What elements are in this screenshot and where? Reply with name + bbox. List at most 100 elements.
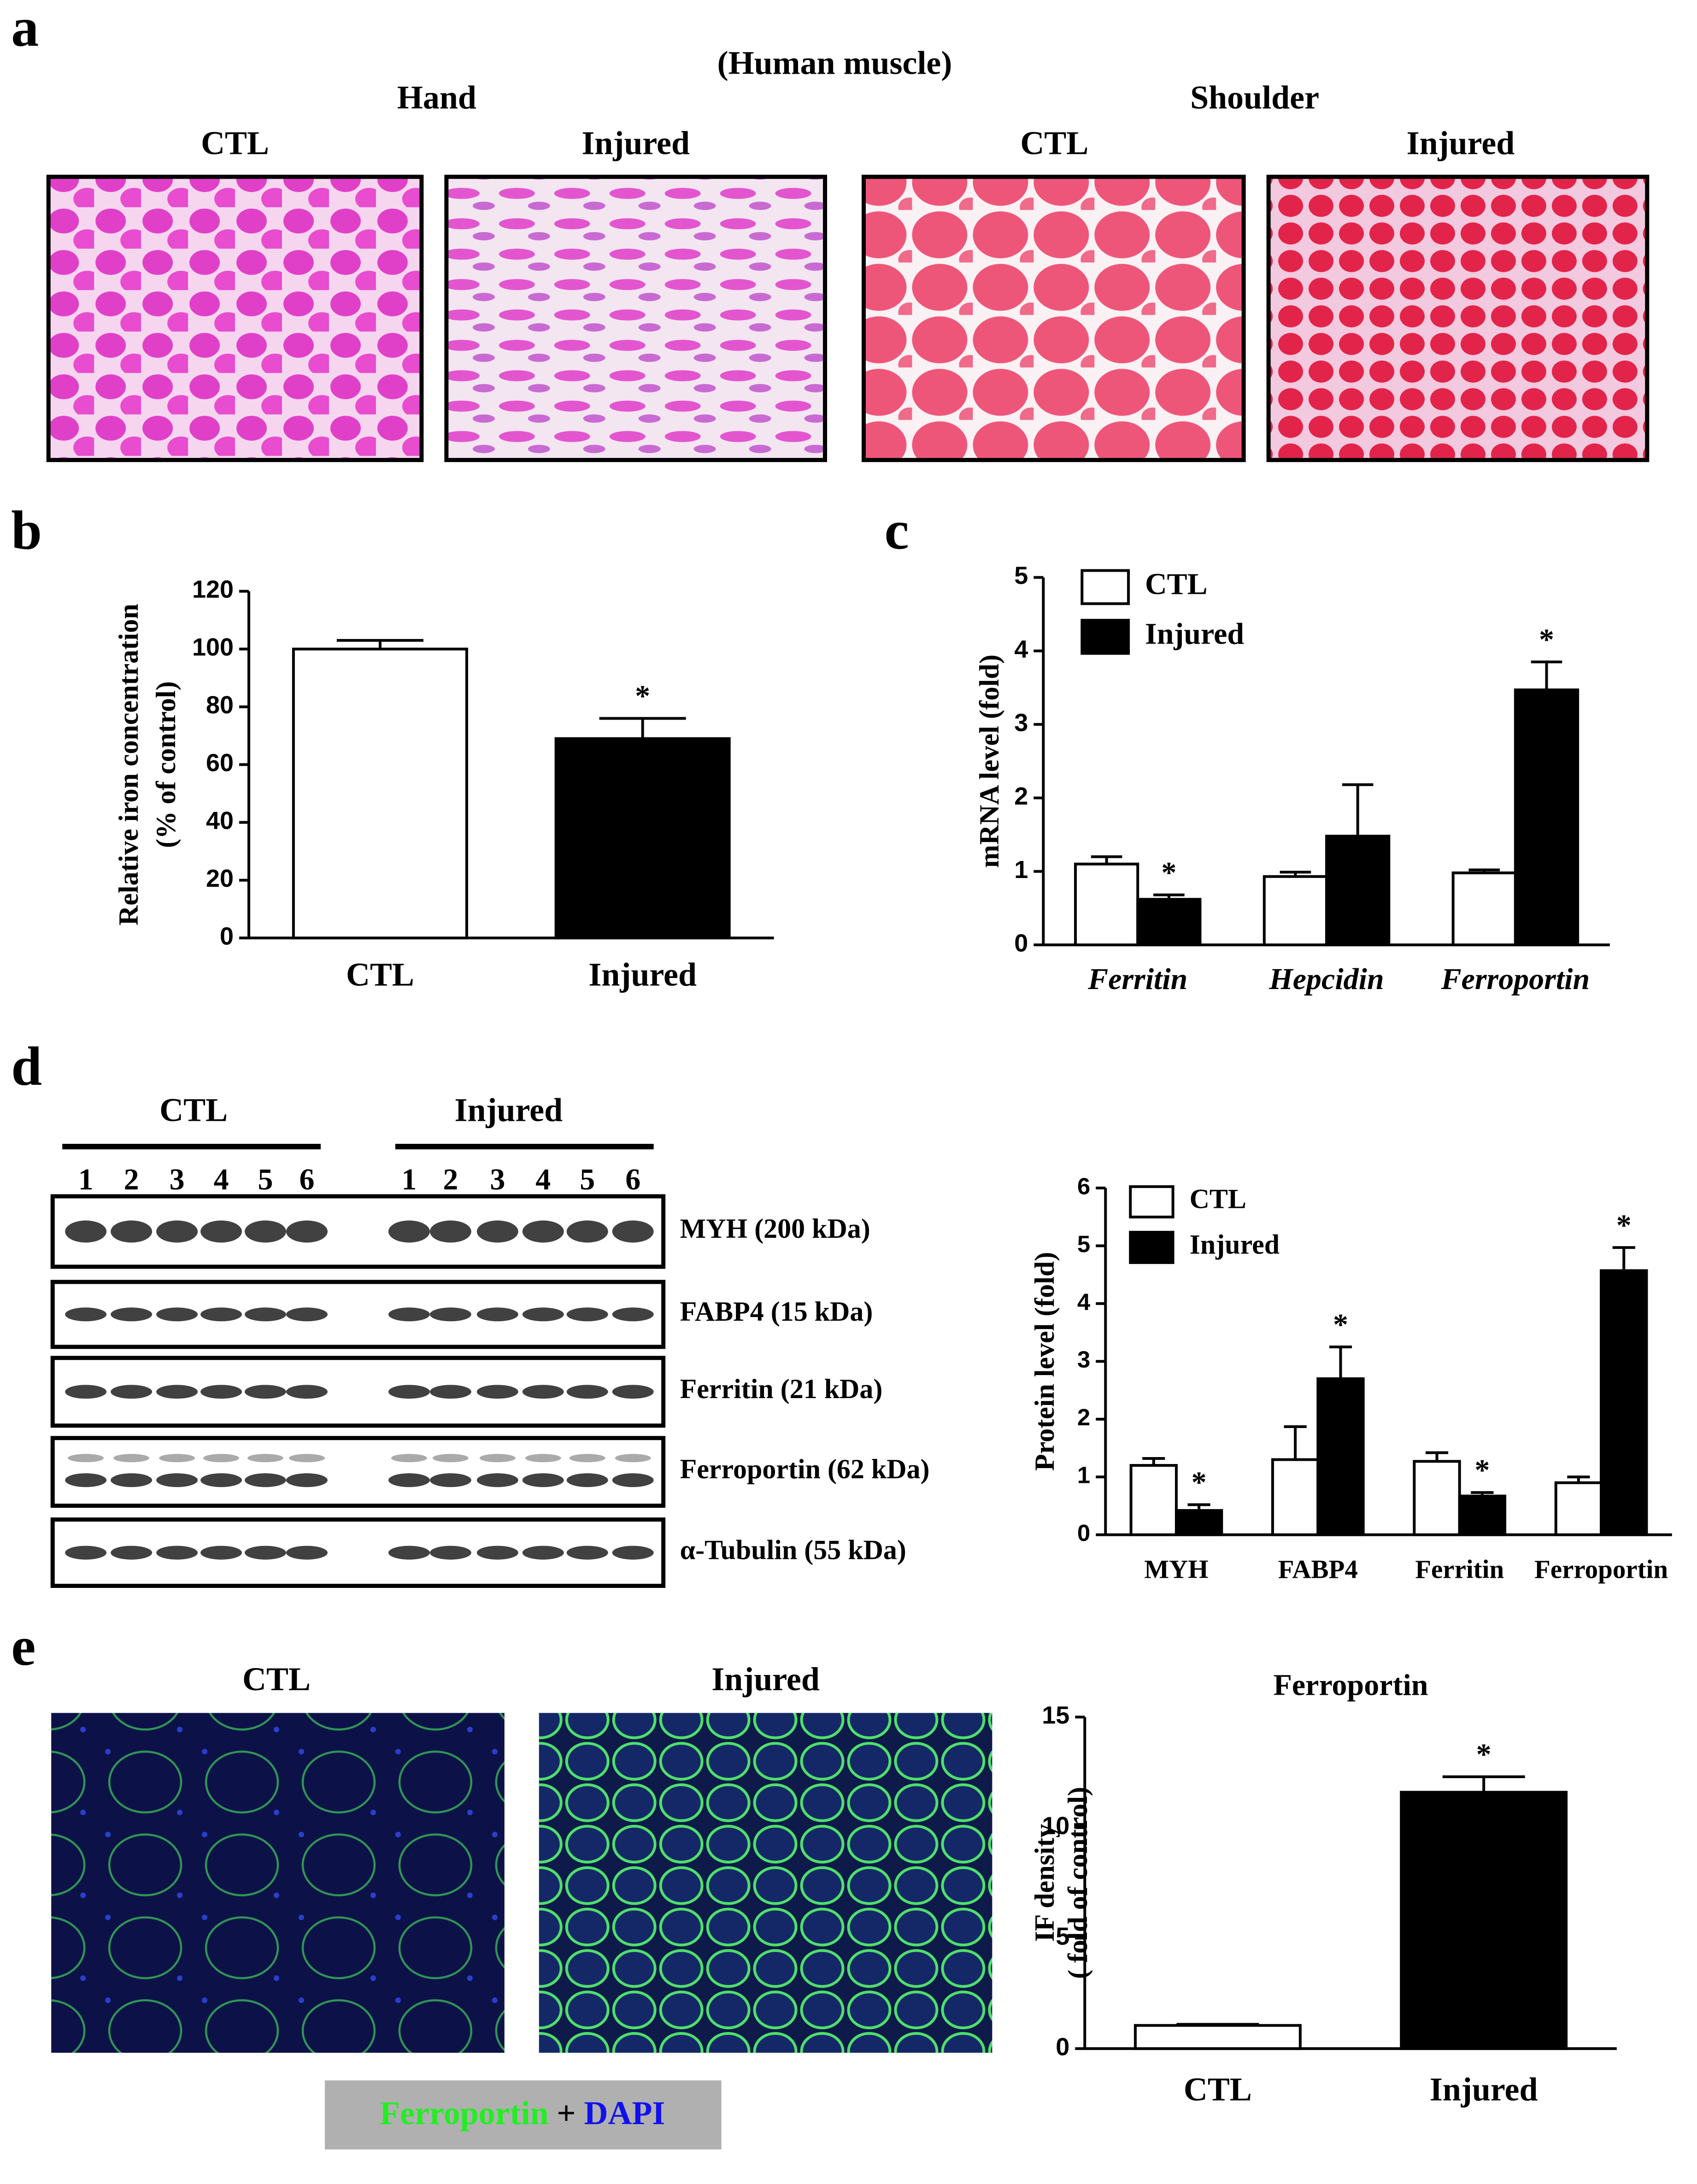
y-tick-label: 5 xyxy=(1077,1231,1090,1257)
lane-label: 6 xyxy=(625,1163,640,1196)
blot-band xyxy=(111,1385,153,1399)
panel-letter: e xyxy=(11,1616,35,1677)
stain-legend xyxy=(324,2080,722,2150)
blot-band xyxy=(245,1220,287,1243)
y-tick-label: 0 xyxy=(1056,2033,1069,2061)
y-tick-label: 10 xyxy=(1042,1812,1069,1840)
blot-band xyxy=(156,1220,198,1243)
group-label: Hand xyxy=(397,79,476,116)
blot: MYH (200 kDa) FABP4 (15 kDa) Ferritin (21 … xyxy=(50,1163,930,1588)
lane-label: 2 xyxy=(443,1163,458,1196)
y-axis-label: mRNA level (fold) xyxy=(974,655,1004,868)
image-caption: Injured xyxy=(581,124,690,161)
lane-label: 4 xyxy=(214,1163,229,1196)
blot-band xyxy=(388,1220,430,1243)
y-axis-label: ( fold of control) xyxy=(1063,1787,1093,1979)
group-label: Injured xyxy=(455,1091,563,1128)
x-tick-label: FABP4 xyxy=(1278,1555,1358,1584)
blot-band xyxy=(432,1454,469,1463)
y-axis-label: Protein level (fold) xyxy=(1029,1252,1060,1471)
blot-band xyxy=(476,1307,518,1322)
y-tick-label: 5 xyxy=(1056,1922,1069,1950)
blot-band xyxy=(200,1546,242,1560)
legend-label: Injured xyxy=(1190,1230,1280,1260)
significance: * xyxy=(1333,1308,1348,1341)
blot-band xyxy=(569,1454,605,1463)
blot-band xyxy=(476,1385,518,1399)
y-tick-label: 5 xyxy=(1014,562,1028,590)
panel-letter: c xyxy=(884,499,909,561)
y-tick-label: 2 xyxy=(1014,782,1028,810)
y-tick-label: 4 xyxy=(1014,635,1028,663)
lane-label: 4 xyxy=(535,1163,551,1196)
y-tick-label: 20 xyxy=(206,865,234,892)
y-tick-label: 0 xyxy=(220,922,234,950)
blot-band xyxy=(566,1220,608,1243)
blot-band xyxy=(286,1385,328,1399)
blot-band xyxy=(65,1546,107,1560)
y-axis-label: Relative iron concentration xyxy=(113,604,144,925)
image-caption: CTL xyxy=(242,1661,311,1698)
lane-label: 5 xyxy=(258,1163,273,1196)
histology-image xyxy=(861,175,1246,463)
blot-row-label: FABP4 (15 kDa) xyxy=(680,1296,873,1327)
blot-band xyxy=(429,1307,471,1322)
stain: DAPI xyxy=(584,2095,665,2131)
blot-band xyxy=(65,1220,107,1243)
lane-label: 1 xyxy=(78,1163,94,1196)
blot-band xyxy=(289,1454,325,1463)
blot-band xyxy=(200,1473,242,1487)
blot-row-label: MYH (200 kDa) xyxy=(680,1213,870,1244)
blot-strip xyxy=(50,1436,666,1508)
blot-band xyxy=(388,1307,430,1322)
significance: * xyxy=(1192,1466,1207,1499)
panel-letter: d xyxy=(11,1036,42,1097)
blot-band xyxy=(612,1385,654,1399)
y-tick-label: 40 xyxy=(206,807,234,834)
bar xyxy=(1514,688,1580,947)
blot-band xyxy=(65,1307,107,1322)
x-tick-label: CTL xyxy=(1184,2071,1252,2108)
bar xyxy=(1451,871,1517,947)
group-label: Shoulder xyxy=(1190,79,1319,116)
y-tick-label: 3 xyxy=(1077,1347,1090,1373)
blot-band xyxy=(286,1546,328,1560)
blot-band xyxy=(245,1307,287,1322)
x-tick-label: Injured xyxy=(1430,2071,1538,2108)
y-tick-label: 1 xyxy=(1014,856,1028,884)
blot-band xyxy=(566,1307,608,1322)
blot-band xyxy=(612,1546,654,1560)
blot-row-label: α-Tubulin (55 kDa) xyxy=(680,1534,906,1565)
if-image xyxy=(539,1713,992,2053)
y-tick-label: 2 xyxy=(1077,1404,1090,1430)
blot-band xyxy=(111,1307,153,1322)
significance: * xyxy=(1161,856,1176,890)
blot-row-label: Ferritin (21 kDa) xyxy=(680,1374,883,1404)
lane-label: 3 xyxy=(170,1163,185,1196)
stain: Ferroportin xyxy=(380,2095,548,2131)
x-tick-label: Ferroportin xyxy=(1441,962,1590,996)
blot-band xyxy=(286,1220,328,1243)
x-tick-label: MYH xyxy=(1144,1555,1208,1584)
chart: 0 5 10 15 IF density( fold of control) Ferrop… xyxy=(1029,1669,1617,2108)
chart: 0 1 2 3 4 5 mRNA level (fold) Ferritin * Hepcidin… xyxy=(974,562,1610,996)
blot-band xyxy=(111,1220,153,1243)
blot-band xyxy=(566,1473,608,1487)
blot-band xyxy=(68,1454,104,1463)
bar xyxy=(1262,875,1328,947)
y-tick-label: 1 xyxy=(1077,1462,1090,1488)
blot-band xyxy=(612,1473,654,1487)
x-tick-label: Hepcidin xyxy=(1268,962,1384,996)
histology-image xyxy=(1266,175,1650,463)
stain-legend-text: Ferroportin + DAPI xyxy=(380,2095,665,2131)
blot-band xyxy=(388,1546,430,1560)
bar xyxy=(1600,1269,1648,1536)
blot-band xyxy=(388,1385,430,1399)
blot-band xyxy=(111,1546,153,1560)
blot-band xyxy=(525,1454,561,1463)
blot-row-label: Ferroportin (62 kDa) xyxy=(680,1454,930,1484)
bar xyxy=(1413,1460,1461,1536)
blot-band xyxy=(159,1454,195,1463)
significance: * xyxy=(1616,1208,1632,1242)
